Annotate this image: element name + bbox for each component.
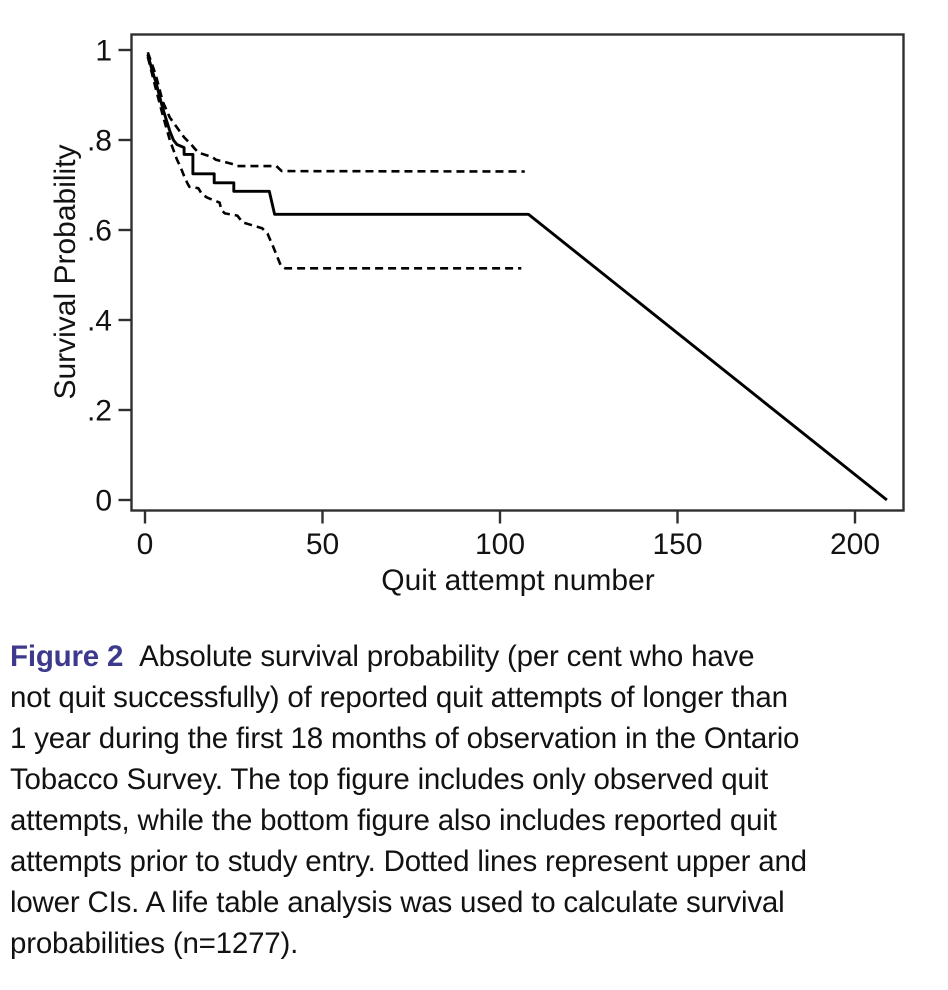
upper-ci-line xyxy=(146,51,525,173)
y-tick-label: .4 xyxy=(87,305,112,338)
figure-caption: Figure 2 Absolute survival probability (p… xyxy=(0,636,948,964)
y-axis-title: Survival Probability xyxy=(49,144,82,399)
x-tick-label: 150 xyxy=(652,528,702,561)
figure-2: 0 .2 .4 .6 .8 1 0 50 100 150 200 Survival Probabili… xyxy=(0,33,948,964)
x-tick-label: 50 xyxy=(306,528,339,561)
x-axis-title: Quit attempt number xyxy=(381,564,654,597)
survival-estimate-line xyxy=(146,54,888,502)
y-tick-label: 1 xyxy=(95,35,112,68)
survival-chart: 0 .2 .4 .6 .8 1 0 50 100 150 200 Survival Probabili… xyxy=(49,33,905,597)
plot-frame xyxy=(130,33,905,512)
x-tick-label: 100 xyxy=(475,528,525,561)
y-tick-label: .2 xyxy=(87,395,112,428)
x-tick-label: 0 xyxy=(137,528,154,561)
figure-caption-text: Absolute survival probability (per cent … xyxy=(10,640,807,960)
lower-ci-line xyxy=(146,56,522,270)
y-tick-label: .8 xyxy=(87,125,112,158)
y-tick-label: .6 xyxy=(87,215,112,248)
figure-label: Figure 2 xyxy=(10,640,124,673)
y-tick-label: 0 xyxy=(95,485,112,518)
x-tick-label: 200 xyxy=(830,528,880,561)
